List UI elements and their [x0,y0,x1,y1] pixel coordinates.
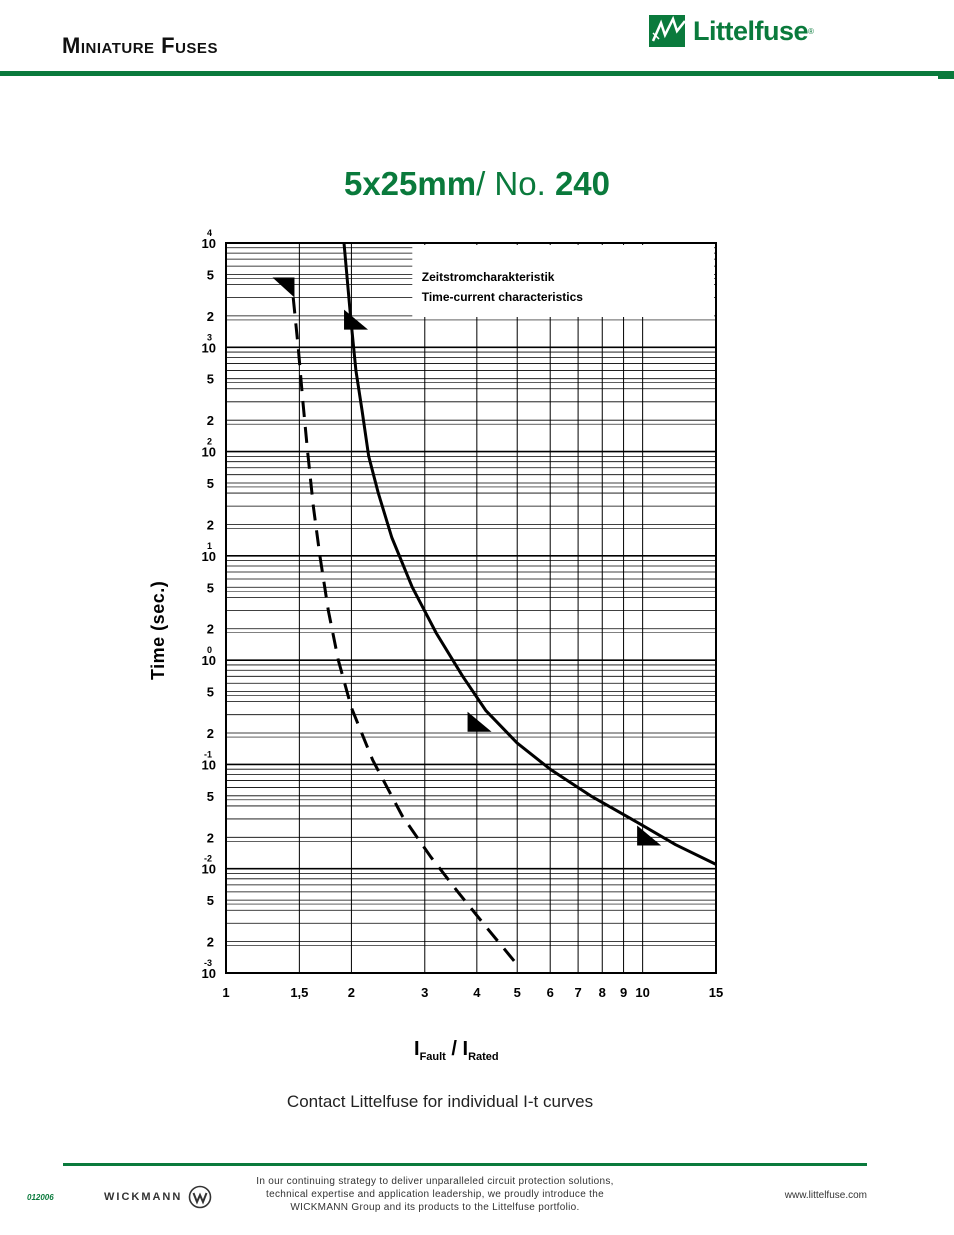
series-line-solid [342,242,717,866]
y-tick-sub-label: 5 [207,789,214,804]
header-divider-tab [938,71,954,79]
contact-note: Contact Littelfuse for individual I-t cu… [286,1092,594,1111]
y-tick-decade-base: 10 [202,653,216,668]
x-tick-label: 9 [620,985,627,1000]
chart-legend: Zeitstromcharakteristik Time-current cha… [412,245,714,317]
x-axis-sub-1: Fault [419,1051,446,1063]
y-tick-sub-label: 2 [207,413,214,428]
product-size: 5x25mm [343,165,477,202]
plot-frame [225,242,717,974]
x-axis-main-1: I [414,1038,420,1060]
y-tick-sub-label: 5 [207,372,214,387]
section-title-text: Miniature Fuses [62,33,218,58]
y-tick-sub-label: 2 [207,935,214,950]
brand-logo: Littelfuse ® [649,11,814,51]
x-tick-label: 8 [599,985,606,1000]
y-tick-decade-base: 10 [202,966,216,981]
y-tick-decade-exponent: -1 [204,749,212,759]
x-tick-label: 2 [348,985,355,1000]
legend-line-2: Time-current characteristics [422,290,584,304]
y-tick-sub-label: 2 [207,517,214,532]
y-tick-decade-exponent: -2 [204,854,212,864]
footer-divider [63,1163,867,1166]
y-tick-decade-exponent: 2 [207,437,212,447]
x-tick-label: 10 [635,985,649,1000]
y-tick-sub-label: 5 [207,580,214,595]
wickmann-w-icon [189,1185,212,1209]
y-tick-sub-label: 5 [207,685,214,700]
y-tick-sub-label: 5 [207,267,214,282]
brand-name: Littelfuse [693,15,809,46]
y-tick-decade-exponent: 1 [207,541,212,551]
product-no-label: / No. [476,165,546,202]
x-tick-label: 5 [514,985,521,1000]
footer-blurb: In our continuing strategy to deliver un… [256,1176,614,1213]
y-tick-decade-exponent: 4 [207,228,212,238]
x-tick-label: 4 [473,985,481,1000]
y-tick-labels: 104521035210252101521005210-15210-25210-… [202,228,216,981]
series-marker-arrow [272,277,295,298]
littelfuse-logo-icon [649,15,686,47]
series-line-dashed [291,297,519,966]
product-title: 5x25mm/ No. 240 [0,165,954,203]
y-axis-title-text: Time (sec.) [148,581,168,680]
x-axis-main-2: I [462,1038,469,1060]
series-marker-arrow [637,825,662,846]
time-current-chart: 104521035210252101521005210-15210-25210-… [202,228,724,1000]
y-tick-decade-base: 10 [202,236,216,251]
chart-series [272,242,717,966]
footer-url-link[interactable]: www.littelfuse.com [784,1190,867,1201]
y-tick-decade-exponent: 0 [207,645,212,655]
wickmann-name: WICKMANN [104,1191,183,1203]
y-tick-sub-label: 5 [207,893,214,908]
y-tick-sub-label: 2 [207,309,214,324]
y-tick-decade-base: 10 [202,549,216,564]
y-tick-decade-base: 10 [202,862,216,877]
x-axis-sub-2: Rated [468,1051,499,1063]
y-tick-sub-label: 2 [207,622,214,637]
x-tick-label: 3 [421,985,428,1000]
y-tick-sub-label: 5 [207,476,214,491]
x-tick-labels: 1 1,5 2 3 4 5 6 7 8 9 10 15 [222,985,723,1000]
x-tick-label: 15 [709,985,723,1000]
y-tick-decade-exponent: 3 [207,332,212,342]
section-title: Miniature Fuses [62,33,218,59]
series-marker-arrow [467,711,492,732]
x-axis-sep: / [445,1038,463,1060]
series-marker-arrow [344,309,369,330]
footer-code: 012006 [27,1193,54,1202]
legend-box [412,245,714,317]
x-tick-label: 7 [574,985,581,1000]
x-tick-label: 6 [547,985,554,1000]
y-tick-decade-exponent: -3 [204,958,212,968]
product-no-value: 240 [554,165,611,202]
y-tick-decade-base: 10 [202,445,216,460]
header-divider [0,71,954,76]
registered-mark-icon: ® [808,26,814,36]
x-axis-title: IFault / IRated [414,1038,499,1063]
y-tick-sub-label: 2 [207,726,214,741]
x-tick-label: 1,5 [290,985,308,1000]
x-tick-label: 1 [222,985,229,1000]
wickmann-logo: WICKMANN [104,1185,212,1209]
y-axis-title: Time (sec.) [148,581,168,680]
y-tick-decade-base: 10 [202,340,216,355]
legend-line-1: Zeitstromcharakteristik [422,270,555,284]
y-tick-decade-base: 10 [202,757,216,772]
y-tick-sub-label: 2 [207,830,214,845]
